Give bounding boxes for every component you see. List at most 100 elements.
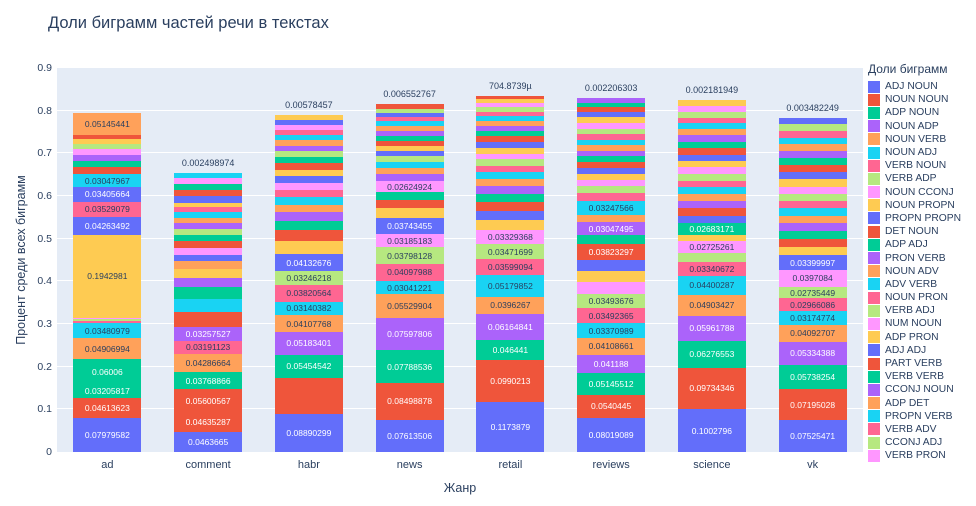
- bar-segment[interactable]: 0.07979582: [73, 417, 142, 452]
- bar-segment[interactable]: [375, 167, 444, 175]
- bar-segment[interactable]: [577, 98, 646, 103]
- bar-segment[interactable]: [274, 220, 343, 231]
- bar-segment[interactable]: [476, 153, 545, 160]
- bar-segment[interactable]: [778, 172, 847, 180]
- bar-segment[interactable]: [577, 102, 646, 108]
- bar-segment[interactable]: [174, 172, 243, 179]
- bar-segment[interactable]: [375, 150, 444, 157]
- bar-segment[interactable]: 0.03370989: [577, 323, 646, 338]
- bar-segment[interactable]: [677, 253, 746, 262]
- legend-item-adv-verb[interactable]: ADV VERB: [868, 278, 974, 291]
- bar-segment[interactable]: [476, 172, 545, 180]
- bar-segment[interactable]: [174, 312, 243, 327]
- legend-item-part-verb[interactable]: PART VERB: [868, 357, 974, 370]
- bar-segment[interactable]: 0.07525471: [778, 419, 847, 452]
- bar-segment[interactable]: [174, 277, 243, 287]
- bar-segment[interactable]: [274, 230, 343, 241]
- bar-segment[interactable]: [73, 139, 142, 145]
- bar-segment[interactable]: [375, 135, 444, 141]
- bar-segment[interactable]: [778, 124, 847, 131]
- bar-segment[interactable]: [577, 214, 646, 223]
- bar-segment[interactable]: [274, 125, 343, 131]
- bar-segment[interactable]: 0.03140382: [274, 301, 343, 315]
- bar-segment[interactable]: [476, 131, 545, 137]
- bar-segment[interactable]: [677, 117, 746, 124]
- legend-item-adj-adj[interactable]: ADJ ADJ: [868, 344, 974, 357]
- legend-item-verb-adp[interactable]: VERB ADP: [868, 172, 974, 185]
- bar-segment[interactable]: [577, 193, 646, 201]
- legend-item-verb-noun[interactable]: VERB NOUN: [868, 159, 974, 172]
- bar-segment[interactable]: 0.03471699: [476, 244, 545, 260]
- legend-item-propn-propn[interactable]: PROPN PROPN: [868, 212, 974, 225]
- bar-segment[interactable]: [174, 217, 243, 224]
- bar-segment[interactable]: 0.02735449: [778, 286, 847, 299]
- bar-segment[interactable]: [778, 137, 847, 145]
- bar-segment[interactable]: [375, 112, 444, 118]
- bar-segment[interactable]: [375, 117, 444, 122]
- bar-segment[interactable]: [174, 178, 243, 184]
- bar-segment[interactable]: [73, 149, 142, 155]
- bar-segment[interactable]: [677, 106, 746, 112]
- bar-segment[interactable]: [577, 128, 646, 135]
- bar-segment[interactable]: 0.04635287: [174, 412, 243, 433]
- bar-segment[interactable]: [577, 186, 646, 194]
- legend-item-cconj-adj[interactable]: CCONJ ADJ: [868, 436, 974, 449]
- bar-segment[interactable]: [778, 144, 847, 152]
- bar-segment[interactable]: [375, 121, 444, 127]
- bar-segment[interactable]: [778, 208, 847, 216]
- bar-segment[interactable]: 0.02725261: [677, 241, 746, 254]
- bar-segment[interactable]: [778, 246, 847, 256]
- bar-segment[interactable]: 0.0990213: [476, 359, 545, 402]
- bar-segment[interactable]: 0.03041221: [375, 281, 444, 295]
- bar-segment[interactable]: [274, 176, 343, 183]
- bar-segment[interactable]: 0.0397084: [778, 269, 847, 287]
- bar-segment[interactable]: [476, 142, 545, 148]
- bar-segment[interactable]: [577, 173, 646, 181]
- legend-item-adj-noun[interactable]: ADJ NOUN: [868, 80, 974, 93]
- bar-segment[interactable]: [677, 135, 746, 142]
- bar-segment[interactable]: 0.08019089: [577, 417, 646, 452]
- bar-segment[interactable]: [274, 197, 343, 205]
- bar-segment[interactable]: 0.02624924: [375, 181, 444, 193]
- legend-item-noun-cconj[interactable]: NOUN CCONJ: [868, 186, 974, 199]
- bar-segment[interactable]: 0.05145512: [577, 372, 646, 395]
- bar-segment[interactable]: 0.04286664: [174, 354, 243, 373]
- bar-segment[interactable]: [274, 204, 343, 213]
- bar-segment[interactable]: [476, 96, 545, 99]
- bar-segment[interactable]: [73, 317, 142, 320]
- bar-segment[interactable]: 0.04263492: [73, 216, 142, 235]
- bar-segment[interactable]: 0.1942981: [73, 234, 142, 318]
- bar-segment[interactable]: [174, 189, 243, 197]
- bar-segment[interactable]: [677, 111, 746, 118]
- bar-segment[interactable]: 0.05454542: [274, 354, 343, 378]
- bar-segment[interactable]: [677, 234, 746, 242]
- bar-segment[interactable]: [677, 187, 746, 195]
- bar-segment[interactable]: 0.04132676: [274, 253, 343, 272]
- bar-segment[interactable]: 0.03405664: [73, 187, 142, 202]
- bar-segment[interactable]: 0.08498878: [375, 383, 444, 420]
- bar-segment[interactable]: 0.07788536: [375, 350, 444, 384]
- bar-segment[interactable]: 0.05961788: [677, 315, 746, 341]
- bar-segment[interactable]: [174, 235, 243, 242]
- bar-segment[interactable]: [375, 156, 444, 162]
- bar-segment[interactable]: 0.0463665: [174, 432, 243, 452]
- bar-segment[interactable]: [174, 241, 243, 248]
- bar-segment[interactable]: 0.03492365: [577, 308, 646, 324]
- bar-segment[interactable]: 0.06164841: [476, 313, 545, 340]
- bar-segment[interactable]: 0.05529904: [375, 294, 444, 318]
- bar-segment[interactable]: [274, 157, 343, 164]
- bar-segment[interactable]: [375, 145, 444, 151]
- bar-segment[interactable]: [677, 100, 746, 106]
- bar-segment[interactable]: 0.04092707: [778, 324, 847, 342]
- bar-segment[interactable]: [375, 174, 444, 182]
- bar-segment[interactable]: [73, 134, 142, 140]
- bar-segment[interactable]: [476, 179, 545, 187]
- bar-segment[interactable]: [274, 135, 343, 141]
- bar-segment[interactable]: [778, 201, 847, 209]
- bar-segment[interactable]: [274, 130, 343, 136]
- bar-segment[interactable]: [677, 141, 746, 149]
- bar-segment[interactable]: [73, 154, 142, 161]
- bar-segment[interactable]: [577, 270, 646, 282]
- legend-item-verb-adv[interactable]: VERB ADV: [868, 423, 974, 436]
- bar-segment[interactable]: [476, 121, 545, 127]
